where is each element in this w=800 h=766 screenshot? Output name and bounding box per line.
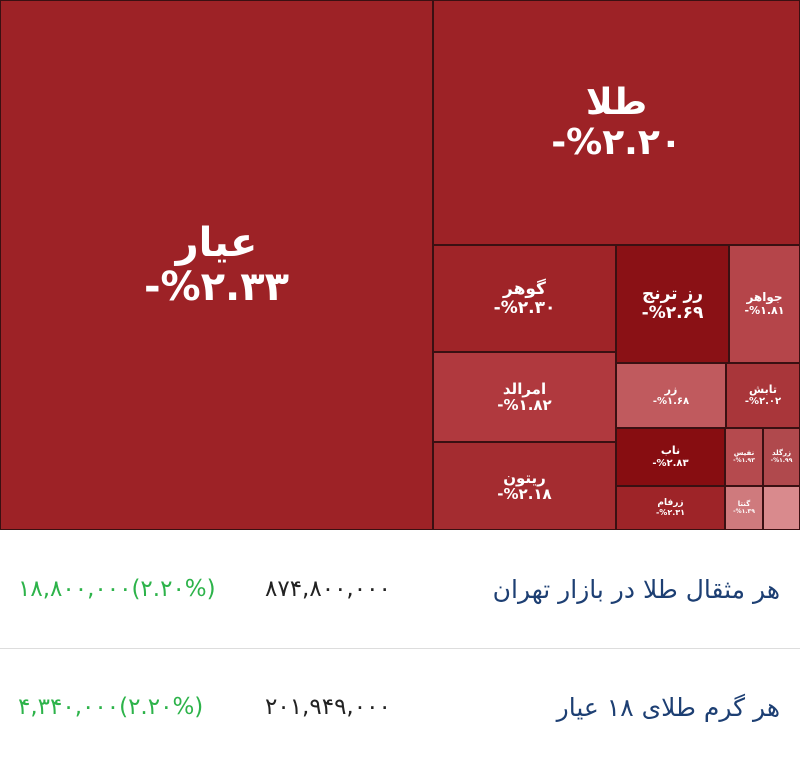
tile-change: -%۱.۳۹ (733, 507, 755, 515)
tile: ریتون -%۲.۱۸ (433, 442, 616, 530)
table-row: هر گرم طلای ۱۸ عیار ۲۰۱,۹۴۹,۰۰۰ ۴,۳۴۰,۰۰۰(… (0, 648, 800, 766)
tile-name: نفیس (733, 448, 755, 457)
row-label: هر گرم طلای ۱۸ عیار (556, 692, 780, 722)
tile-change: -%۲.۳۰ (493, 297, 556, 318)
tile: زرفام -%۲.۳۱ (616, 486, 725, 530)
tile-name: امرالد (502, 379, 547, 398)
tile-name: طلا (585, 81, 648, 123)
tile-name: رز ترنج (641, 284, 704, 305)
tile-change: -%۲.۸۳ (652, 457, 689, 469)
tile-change: -%۱.۸۲ (497, 396, 552, 414)
tile-name: زرفام (657, 497, 684, 508)
tile: تابش -%۲.۰۲ (726, 363, 800, 428)
row-change: ۴,۳۴۰,۰۰۰(۲.۲۰%) (18, 694, 204, 720)
tile-change: -%۱.۸۱ (744, 303, 785, 317)
table-row: هر مثقال طلا در بازار تهران ۸۷۴,۸۰۰,۰۰۰ ۱۸… (0, 530, 800, 648)
treemap: عیار -%۲.۳۳ طلا -%۲.۲۰ گوهر -%۲.۳۰ رز ترنج -%۲.… (0, 0, 800, 530)
tile-name: ناب (660, 444, 681, 458)
tile-name: زرگلد (771, 448, 792, 457)
tile-change: -%۱.۹۳ (733, 456, 755, 464)
row-price: ۲۰۱,۹۴۹,۰۰۰ (265, 694, 391, 720)
tile-change: -%۲.۳۳ (143, 264, 290, 310)
tile: گنتا -%۱.۳۹ (725, 486, 763, 530)
tile-name: گنتا (737, 499, 751, 508)
row-change: ۱۸,۸۰۰,۰۰۰(۲.۲۰%) (18, 576, 216, 602)
tile-name: عیار (175, 220, 258, 266)
tile-change: -%۲.۶۹ (641, 303, 704, 323)
row-separator (0, 648, 800, 649)
tile: امرالد -%۱.۸۲ (433, 352, 616, 442)
tile-name: گوهر (503, 278, 546, 299)
tile: نفیس -%۱.۹۳ (725, 428, 763, 486)
tile-change: -%۱.۶۸ (652, 396, 690, 408)
unlabeled-tile (763, 486, 800, 530)
tile-change: -%۲.۰۲ (744, 396, 782, 408)
tile: زرگلد -%۱.۹۹ (763, 428, 800, 486)
tile: گوهر -%۲.۳۰ (433, 245, 616, 352)
tile-name: ریتون (503, 468, 546, 487)
tile: عیار -%۲.۳۳ (0, 0, 433, 530)
row-price: ۸۷۴,۸۰۰,۰۰۰ (265, 576, 391, 602)
tile-name: تابش (749, 382, 777, 396)
row-label: هر مثقال طلا در بازار تهران (492, 574, 780, 604)
tile-change: -%۲.۳۱ (655, 507, 686, 517)
tile: طلا -%۲.۲۰ (433, 0, 800, 245)
tile-change: -%۱.۹۹ (770, 456, 793, 464)
tile-change: -%۲.۲۰ (551, 121, 682, 163)
tile: زر -%۱.۶۸ (616, 363, 726, 428)
tile: رز ترنج -%۲.۶۹ (616, 245, 729, 363)
tile-name: زر (664, 382, 678, 396)
tile: ناب -%۲.۸۳ (616, 428, 725, 486)
tile-name: جواهر (746, 290, 783, 305)
tile-change: -%۲.۱۸ (497, 485, 552, 503)
tile: جواهر -%۱.۸۱ (729, 245, 800, 363)
